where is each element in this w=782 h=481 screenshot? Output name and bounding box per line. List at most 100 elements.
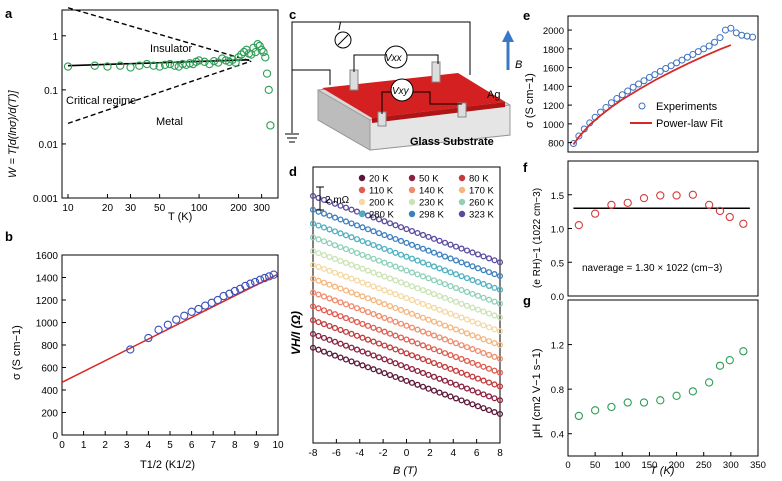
panel-b-point — [144, 333, 153, 343]
panel-d-point — [458, 369, 465, 376]
panel-d-point — [425, 316, 432, 323]
panel-d-point — [370, 228, 377, 235]
panel-d-point — [397, 334, 405, 341]
panel-d-point — [474, 361, 482, 368]
panel-d-point — [337, 216, 344, 223]
panel-d-point — [342, 218, 350, 225]
panel-d-point — [320, 321, 328, 328]
panel-a-xlabel: T (K) — [168, 211, 192, 223]
panel-d-point — [353, 277, 361, 284]
panel-d-point — [375, 312, 383, 320]
panel-d-point — [458, 383, 465, 390]
panel-d-point — [447, 352, 454, 359]
panel-d-point — [408, 324, 416, 331]
panel-d-point — [342, 246, 350, 253]
panel-e-point — [624, 87, 632, 95]
panel-d-point — [447, 255, 454, 262]
panel-d-xtick-label: 2 — [427, 448, 433, 459]
panel-b-xtick-label: 3 — [124, 440, 130, 451]
panel-b-xtick-label: 2 — [102, 440, 108, 451]
panel-d-point — [463, 330, 471, 337]
panel-e-point — [656, 67, 664, 75]
panel-g-xtick-label: 200 — [669, 460, 685, 471]
panel-e-ytick-label: 2000 — [543, 26, 564, 37]
panel-f-point — [715, 206, 725, 216]
panel-d-point — [353, 291, 361, 298]
panel-d-point — [430, 249, 438, 256]
panel-b-point — [213, 295, 222, 305]
panel-d-point — [386, 303, 394, 310]
panel-d-point — [348, 220, 355, 227]
panel-e-ylabel: σ (S cm−1) — [524, 73, 536, 128]
panel-d-point — [414, 312, 421, 319]
panel-d-point — [381, 301, 388, 308]
panel-d-point — [408, 296, 416, 304]
panel-e-point — [618, 91, 626, 99]
panel-g-point — [715, 361, 725, 370]
wire-left — [291, 69, 331, 133]
panel-d-legend-label: 280 K — [369, 210, 394, 221]
panel-d-point — [337, 202, 344, 209]
panel-d-point — [496, 328, 504, 335]
panel-d-point — [331, 311, 339, 318]
panel-d-point — [309, 248, 317, 255]
panel-f-point — [704, 200, 714, 210]
panel-d-point — [485, 269, 493, 276]
panel-d-point — [408, 338, 416, 345]
panel-d-point — [309, 192, 317, 200]
panel-d-point — [364, 281, 372, 288]
panel-d-point — [337, 285, 344, 292]
panel-d-point — [430, 318, 438, 325]
panel-d-point — [348, 234, 355, 241]
panel-b-xtick-label: 4 — [146, 440, 152, 451]
panel-a-point — [200, 57, 209, 66]
panel-d-point — [309, 275, 317, 282]
panel-d-point — [337, 354, 344, 361]
electrode-2 — [431, 61, 441, 83]
panel-d-point — [348, 261, 355, 268]
panel-d-point — [337, 340, 344, 347]
panel-d-point — [485, 407, 493, 414]
panel-f-annotation: naverage = 1.30 × 1022 (cm−3) — [582, 263, 722, 274]
panel-b-point — [255, 275, 265, 284]
panel-d-point — [436, 237, 443, 244]
panel-d-point — [370, 338, 377, 345]
panel-d-point — [425, 275, 432, 282]
panel-a-xtick-label: 100 — [191, 203, 208, 214]
panel-d-point — [364, 240, 372, 247]
panel-f-point — [574, 220, 584, 230]
panel-a-point — [234, 53, 243, 62]
panel-b-ytick-label: 600 — [41, 364, 58, 375]
panel-d-point — [315, 319, 322, 326]
panel-d-point — [359, 293, 366, 300]
panel-d-point — [469, 387, 476, 394]
panel-label-d: d — [289, 164, 297, 179]
panel-d-point — [309, 317, 317, 324]
panel-d-point — [447, 338, 454, 345]
panel-d-point — [403, 364, 410, 371]
panel-b-ytick-label: 1200 — [36, 296, 59, 307]
panel-d-point — [309, 344, 317, 351]
panel-d-point — [474, 306, 482, 313]
panel-d-legend-marker — [358, 174, 366, 182]
panel-d-point — [496, 383, 504, 390]
panel-d-point — [430, 263, 438, 270]
panel-g-xtick-label: 350 — [750, 460, 766, 471]
panel-d-point — [375, 368, 383, 375]
panel-d-point — [359, 307, 366, 314]
panel-d-point — [441, 377, 449, 384]
vxx-label: Vxx — [385, 53, 403, 64]
panel-label-b: b — [5, 229, 13, 244]
panel-d-point — [458, 342, 465, 349]
panel-d-point — [452, 395, 460, 402]
panel-d-xtick-label: 6 — [474, 448, 480, 459]
panel-d-point — [436, 320, 443, 327]
panel-d-point — [370, 269, 377, 276]
panel-d-point — [469, 401, 476, 408]
panel-d-point — [474, 292, 482, 299]
panel-d-point — [474, 403, 482, 410]
panel-d-point — [419, 356, 427, 363]
panel-d-point — [436, 292, 443, 300]
panel-e-point — [575, 132, 583, 140]
panel-d-legend-marker — [408, 174, 416, 182]
